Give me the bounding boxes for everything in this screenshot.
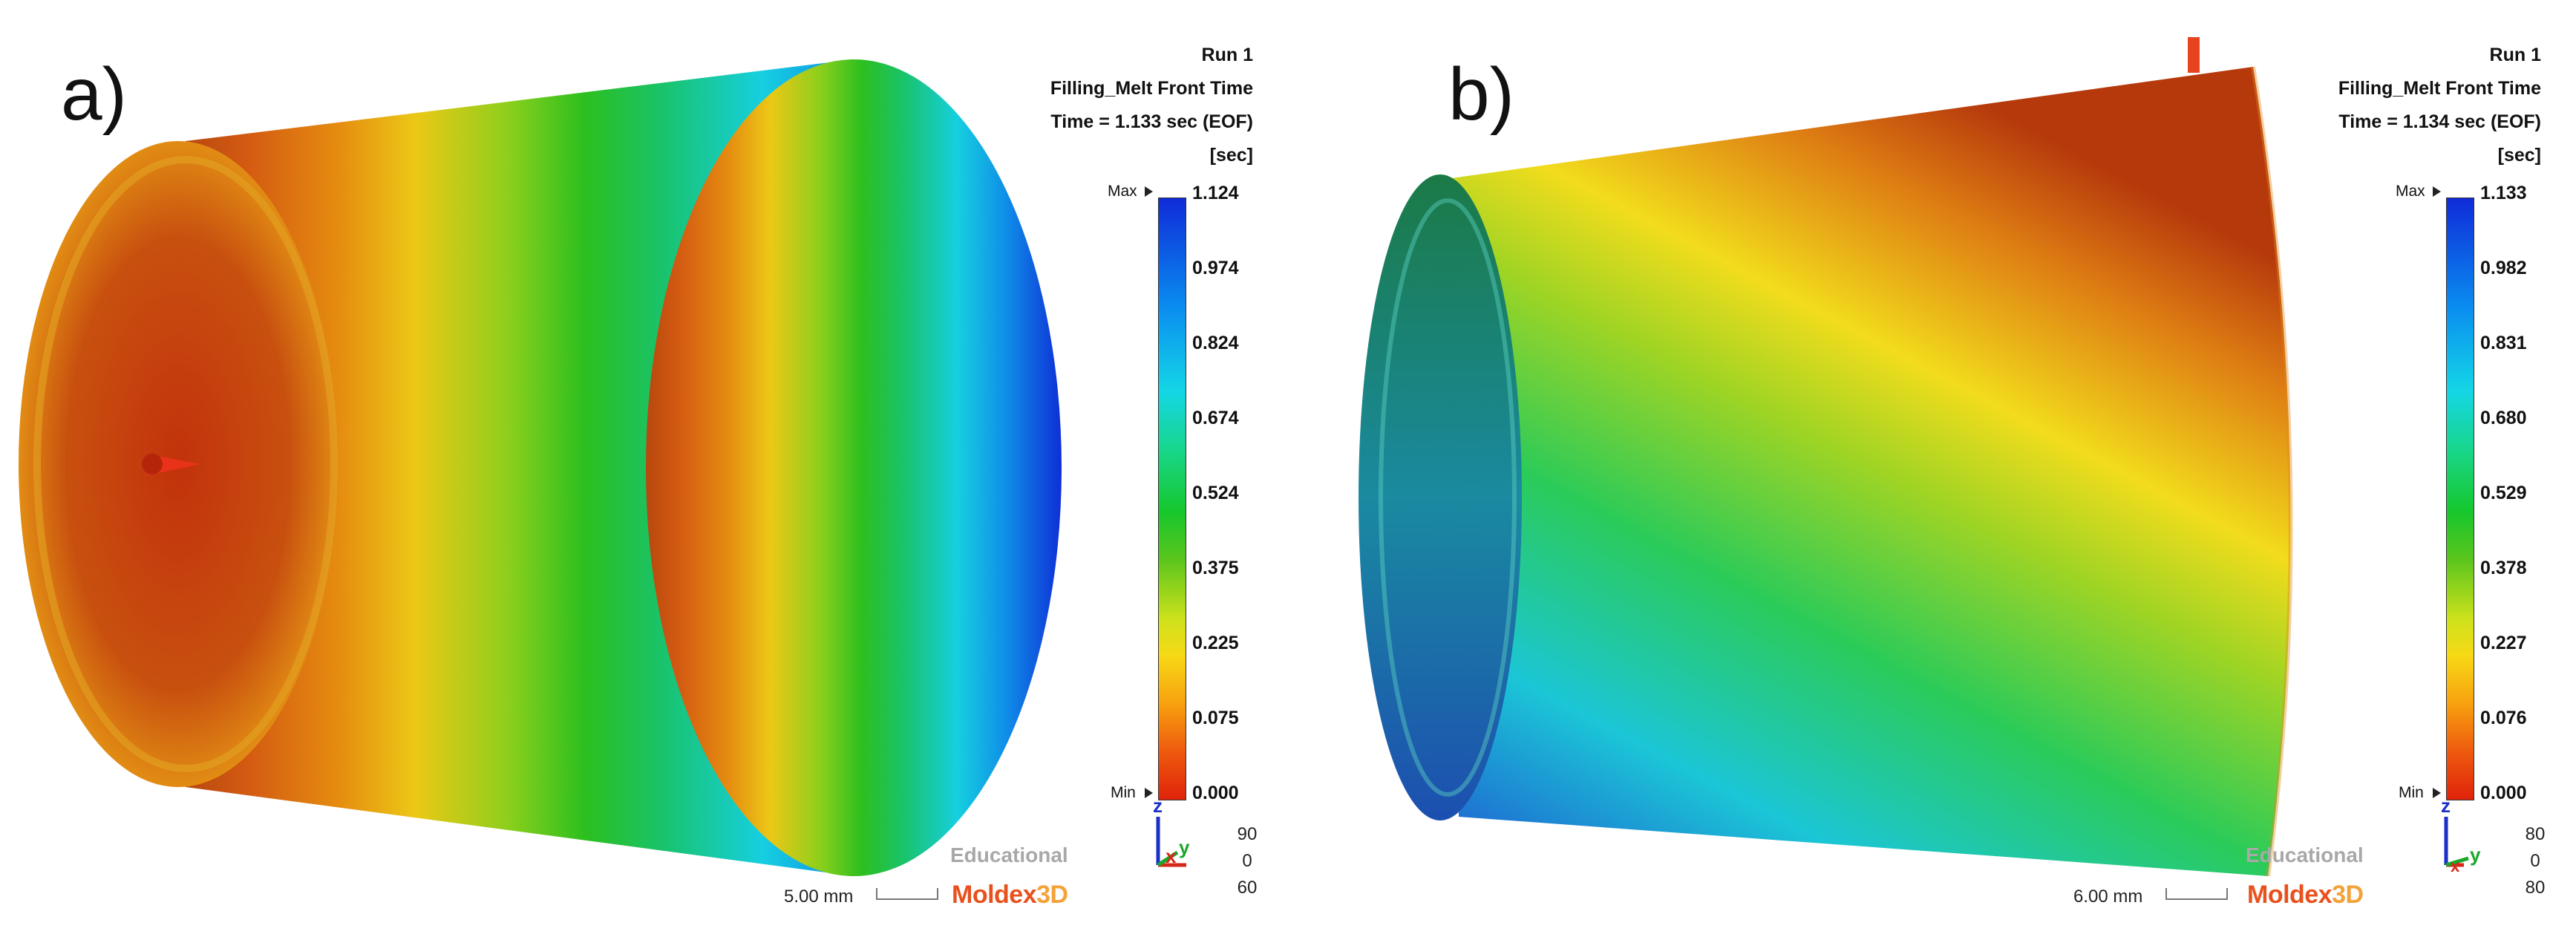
result-unit: [sec]	[2497, 145, 2541, 166]
legend-tick: 0.831	[2480, 333, 2527, 353]
legend-tick: 0.375	[1192, 558, 1239, 578]
scale-label: 6.00 mm	[2073, 887, 2143, 907]
legend-tick: 1.124	[1192, 183, 1239, 203]
result-header: Run 1 Filling_Melt Front Time Time = 1.1…	[941, 39, 1253, 172]
result-type: Filling_Melt Front Time	[2338, 78, 2541, 99]
legend-tick: 0.680	[2480, 408, 2527, 428]
scale-label: 5.00 mm	[784, 887, 854, 907]
legend-tick: 1.133	[2480, 183, 2527, 203]
legend-tick: 0.824	[1192, 333, 1239, 353]
educational-watermark: Educational	[2246, 843, 2364, 866]
view-angle: 90	[1237, 824, 1258, 844]
panel-b: b) Run 1 Filling_Melt Front Time Time = …	[1288, 0, 2576, 940]
panel-label: a)	[61, 53, 127, 136]
axis-x-label: x	[2451, 857, 2460, 875]
legend-tick: 0.974	[1192, 258, 1239, 278]
axis-y-label: y	[2470, 843, 2481, 866]
max-arrow-icon	[2433, 186, 2441, 197]
legend-tick: 0.225	[1192, 633, 1239, 653]
legend-max-label: Max	[1108, 183, 1137, 200]
legend-min-label: Min	[2399, 784, 2424, 801]
legend-tick: 0.378	[2480, 558, 2527, 578]
axis-x-label: x	[1166, 845, 1177, 867]
legend-min-label: Min	[1111, 784, 1136, 801]
scale-bar	[2165, 888, 2228, 900]
run-title: Run 1	[1201, 45, 1253, 65]
axis-z-label: z	[1153, 794, 1163, 817]
panel-a: a) Run 1 Filling_Melt Front Time Time = …	[19, 39, 1258, 909]
view-angle: 60	[1237, 878, 1258, 898]
legend-tick: 0.524	[1192, 483, 1239, 503]
axis-triad-icon: z x y	[2441, 794, 2481, 875]
part-model-b	[1359, 37, 2293, 877]
moldex3d-logo: Moldex3D	[952, 881, 1068, 909]
legend-tick: 0.674	[1192, 408, 1239, 428]
legend-tick: 0.227	[2480, 633, 2527, 653]
view-angle: 80	[2525, 878, 2546, 898]
educational-watermark: Educational	[950, 843, 1068, 866]
result-header: Run 1 Filling_Melt Front Time Time = 1.1…	[2229, 39, 2541, 172]
legend-tick: 0.000	[2480, 783, 2527, 803]
result-type: Filling_Melt Front Time	[1050, 78, 1253, 99]
result-unit: [sec]	[1209, 145, 1253, 166]
legend-tick: 0.075	[1192, 708, 1239, 728]
moldex3d-logo: Moldex3D	[2247, 881, 2364, 909]
axis-y-label: y	[1179, 836, 1190, 858]
legend-max-label: Max	[2396, 183, 2425, 200]
result-time: Time = 1.134 sec (EOF)	[2338, 111, 2541, 132]
min-arrow-icon	[2433, 788, 2441, 798]
scale-bar	[876, 888, 938, 900]
part-model-a	[19, 59, 1062, 876]
legend-tick: 0.076	[2480, 708, 2527, 728]
view-angle: 80	[2525, 824, 2546, 844]
colorbar	[1158, 198, 1186, 800]
legend-tick: 0.529	[2480, 483, 2527, 503]
axis-z-label: z	[2441, 794, 2451, 817]
max-arrow-icon	[1145, 186, 1153, 197]
result-time: Time = 1.133 sec (EOF)	[1050, 111, 1253, 132]
legend-tick: 0.000	[1192, 783, 1239, 803]
legend-tick: 0.982	[2480, 258, 2527, 278]
min-arrow-icon	[1145, 788, 1153, 798]
axis-triad-icon: z x y	[1153, 794, 1190, 867]
run-title: Run 1	[2489, 45, 2541, 65]
view-angle: 0	[1242, 851, 1252, 871]
view-angle: 0	[2530, 851, 2540, 871]
colorbar	[2446, 198, 2474, 800]
panel-label: b)	[1448, 53, 1514, 136]
